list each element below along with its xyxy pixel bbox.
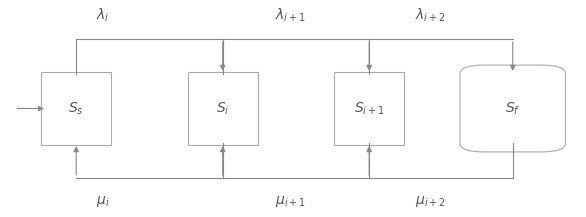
Text: $S_s$: $S_s$ [69, 100, 84, 117]
Text: $\mu_i$: $\mu_i$ [96, 194, 110, 209]
Text: $\mu_{i+1}$: $\mu_{i+1}$ [275, 194, 305, 209]
Text: $\lambda_{i+1}$: $\lambda_{i+1}$ [275, 7, 305, 24]
Text: $\mu_{i+2}$: $\mu_{i+2}$ [415, 194, 446, 209]
FancyBboxPatch shape [460, 65, 565, 152]
FancyBboxPatch shape [334, 72, 404, 145]
Text: $\lambda_i$: $\lambda_i$ [96, 7, 109, 24]
Text: $\lambda_{i+2}$: $\lambda_{i+2}$ [415, 7, 446, 24]
FancyBboxPatch shape [188, 72, 258, 145]
Text: $S_{i+1}$: $S_{i+1}$ [354, 100, 384, 117]
Text: $S_i$: $S_i$ [216, 100, 229, 117]
Text: $S_f$: $S_f$ [505, 100, 520, 117]
FancyBboxPatch shape [41, 72, 111, 145]
